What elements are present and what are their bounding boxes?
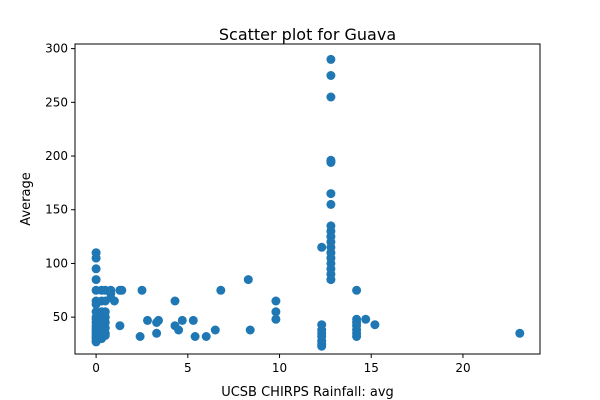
points-layer (91, 54, 525, 351)
data-point-97 (361, 314, 371, 324)
chart-title: Scatter plot for Guava (219, 25, 396, 44)
data-point-47 (154, 315, 163, 325)
data-point-58 (243, 275, 253, 285)
x-axis-ticks: 0 5 10 15 20 (92, 354, 471, 375)
y-tick-label: 200 (45, 149, 68, 163)
y-axis-label: Average (19, 172, 34, 225)
data-point-62 (271, 314, 281, 324)
data-point-90 (352, 285, 362, 295)
data-point-61 (271, 307, 281, 317)
y-tick-label: 300 (45, 42, 68, 56)
x-tick-label: 0 (92, 361, 100, 375)
data-point-45 (143, 315, 152, 325)
data-point-78 (326, 199, 336, 209)
data-point-57 (216, 285, 226, 295)
x-tick-label: 20 (455, 361, 470, 375)
data-point-42 (115, 321, 125, 331)
data-point-2 (91, 264, 101, 274)
plot-area (75, 44, 540, 354)
data-point-52 (177, 315, 187, 325)
x-axis-label: UCSB CHIRPS Rainfall: avg (221, 385, 394, 400)
data-point-72 (326, 71, 336, 80)
data-point-54 (190, 332, 200, 341)
data-point-35 (100, 330, 110, 340)
y-tick-label: 50 (53, 310, 68, 324)
data-point-48 (152, 328, 162, 338)
data-point-73 (326, 92, 336, 102)
data-point-51 (174, 325, 184, 335)
data-point-96 (352, 332, 362, 341)
data-point-89 (326, 275, 336, 285)
data-point-59 (245, 325, 255, 335)
y-axis-ticks: 50 100 150 200 250 300 (45, 42, 75, 324)
data-point-70 (317, 341, 327, 351)
data-point-60 (271, 296, 281, 306)
data-point-63 (317, 242, 327, 252)
data-point-44 (137, 285, 147, 295)
data-point-49 (170, 296, 180, 306)
data-point-43 (135, 332, 145, 341)
y-tick-label: 150 (45, 203, 68, 217)
data-point-41 (117, 285, 127, 295)
x-tick-label: 15 (364, 361, 379, 375)
data-point-76 (326, 158, 336, 167)
data-point-3 (91, 275, 101, 285)
data-point-56 (210, 325, 220, 335)
x-tick-label: 10 (272, 361, 287, 375)
y-tick-label: 250 (45, 95, 68, 109)
plot-frame (74, 43, 541, 355)
data-point-55 (201, 332, 211, 341)
x-tick-label: 5 (184, 361, 192, 375)
data-point-98 (370, 320, 380, 330)
data-point-39 (109, 296, 119, 306)
y-tick-label: 100 (45, 256, 68, 270)
data-point-71 (326, 54, 336, 64)
data-point-77 (326, 189, 336, 199)
data-point-99 (515, 328, 525, 338)
data-point-1 (91, 253, 101, 263)
data-point-53 (188, 315, 198, 325)
